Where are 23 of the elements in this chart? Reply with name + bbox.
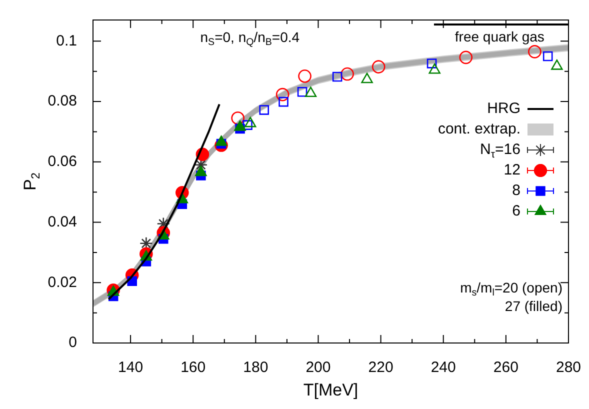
- y-tick-label: 0.1: [56, 32, 77, 50]
- x-tick-label: 220: [368, 359, 394, 376]
- legend-label: cont. extrap.: [438, 120, 520, 138]
- legend-label: 6: [512, 202, 520, 220]
- annotation: 27 (filled): [504, 298, 562, 314]
- legend-label: 12: [504, 162, 520, 179]
- x-tick-label: 200: [306, 359, 331, 376]
- y-tick-label: 0.08: [48, 92, 77, 110]
- x-tick-label: 280: [556, 359, 581, 376]
- x-tick-label: 160: [180, 359, 206, 376]
- y-tick-label: 0.06: [48, 153, 77, 170]
- y-tick-label: 0: [68, 334, 77, 352]
- y-tick-label: 0.02: [48, 274, 77, 291]
- legend-label: HRG: [487, 100, 520, 118]
- x-axis-title: T[MeV]: [303, 380, 358, 400]
- x-tick-label: 140: [118, 359, 144, 376]
- y-axis-title: P2: [20, 172, 42, 190]
- x-tick-label: 180: [243, 359, 268, 376]
- legend-label: 8: [512, 182, 520, 200]
- x-tick-label: 260: [493, 359, 518, 376]
- x-tick-label: 240: [430, 359, 456, 376]
- annotation: free quark gas: [454, 28, 544, 44]
- y-tick-label: 0.04: [48, 213, 77, 230]
